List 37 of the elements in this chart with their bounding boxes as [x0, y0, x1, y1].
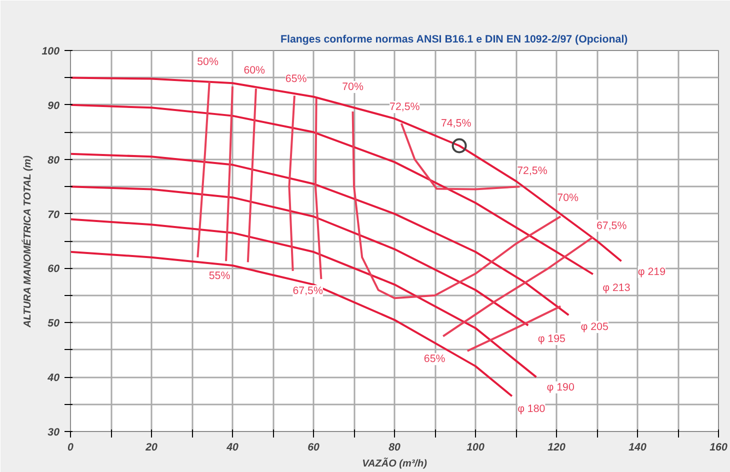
- y-tick-label: 40: [46, 372, 60, 384]
- annotation: 72,5%: [517, 164, 548, 177]
- y-tick-label: 70: [48, 208, 60, 221]
- annotation: φ 219: [638, 266, 666, 278]
- x-tick-label: 120: [548, 442, 566, 454]
- annotation: φ 195: [538, 332, 566, 345]
- annotation: 67,5%: [292, 285, 324, 298]
- x-tick-label: 40: [226, 442, 238, 454]
- x-axis-title: VAZÃO (m³/h): [362, 458, 428, 470]
- annotation: 50%: [197, 56, 219, 68]
- x-tick-label: 100: [466, 442, 484, 454]
- annotation: 65%: [424, 353, 446, 366]
- annotation: 55%: [208, 270, 231, 282]
- y-tick-label: 30: [48, 426, 60, 438]
- y-axis-title: ALTURA MANOMÉTRICA TOTAL (m): [22, 154, 34, 328]
- annotation: 70%: [342, 80, 364, 93]
- annotation: 70%: [557, 192, 580, 204]
- x-tick-label: 0: [68, 442, 74, 454]
- y-tick-label: 60: [48, 263, 60, 276]
- x-tick-label: 160: [710, 442, 728, 454]
- annotation: 67,5%: [596, 220, 628, 232]
- annotation: φ 205: [580, 320, 608, 333]
- x-tick-label: 80: [388, 442, 400, 454]
- annotation: φ 190: [546, 381, 574, 394]
- y-tick-label: 90: [48, 100, 60, 112]
- x-tick-label: 60: [308, 442, 320, 454]
- x-tick-label: 20: [144, 442, 158, 454]
- chart-title: Flanges conforme normas ANSI B16.1 e DIN EN 1092-2/97 (Opcional): [280, 34, 628, 46]
- annotation: 74,5%: [440, 117, 472, 130]
- annotation: φ 213: [602, 282, 630, 294]
- y-tick-label: 80: [48, 154, 60, 166]
- y-tick-label: 50: [48, 318, 60, 330]
- annotation: 65%: [285, 72, 308, 85]
- annotation: 60%: [244, 64, 266, 77]
- annotation: 72,5%: [390, 101, 420, 114]
- x-tick-label: 140: [628, 442, 646, 454]
- y-tick-label: 100: [42, 46, 60, 58]
